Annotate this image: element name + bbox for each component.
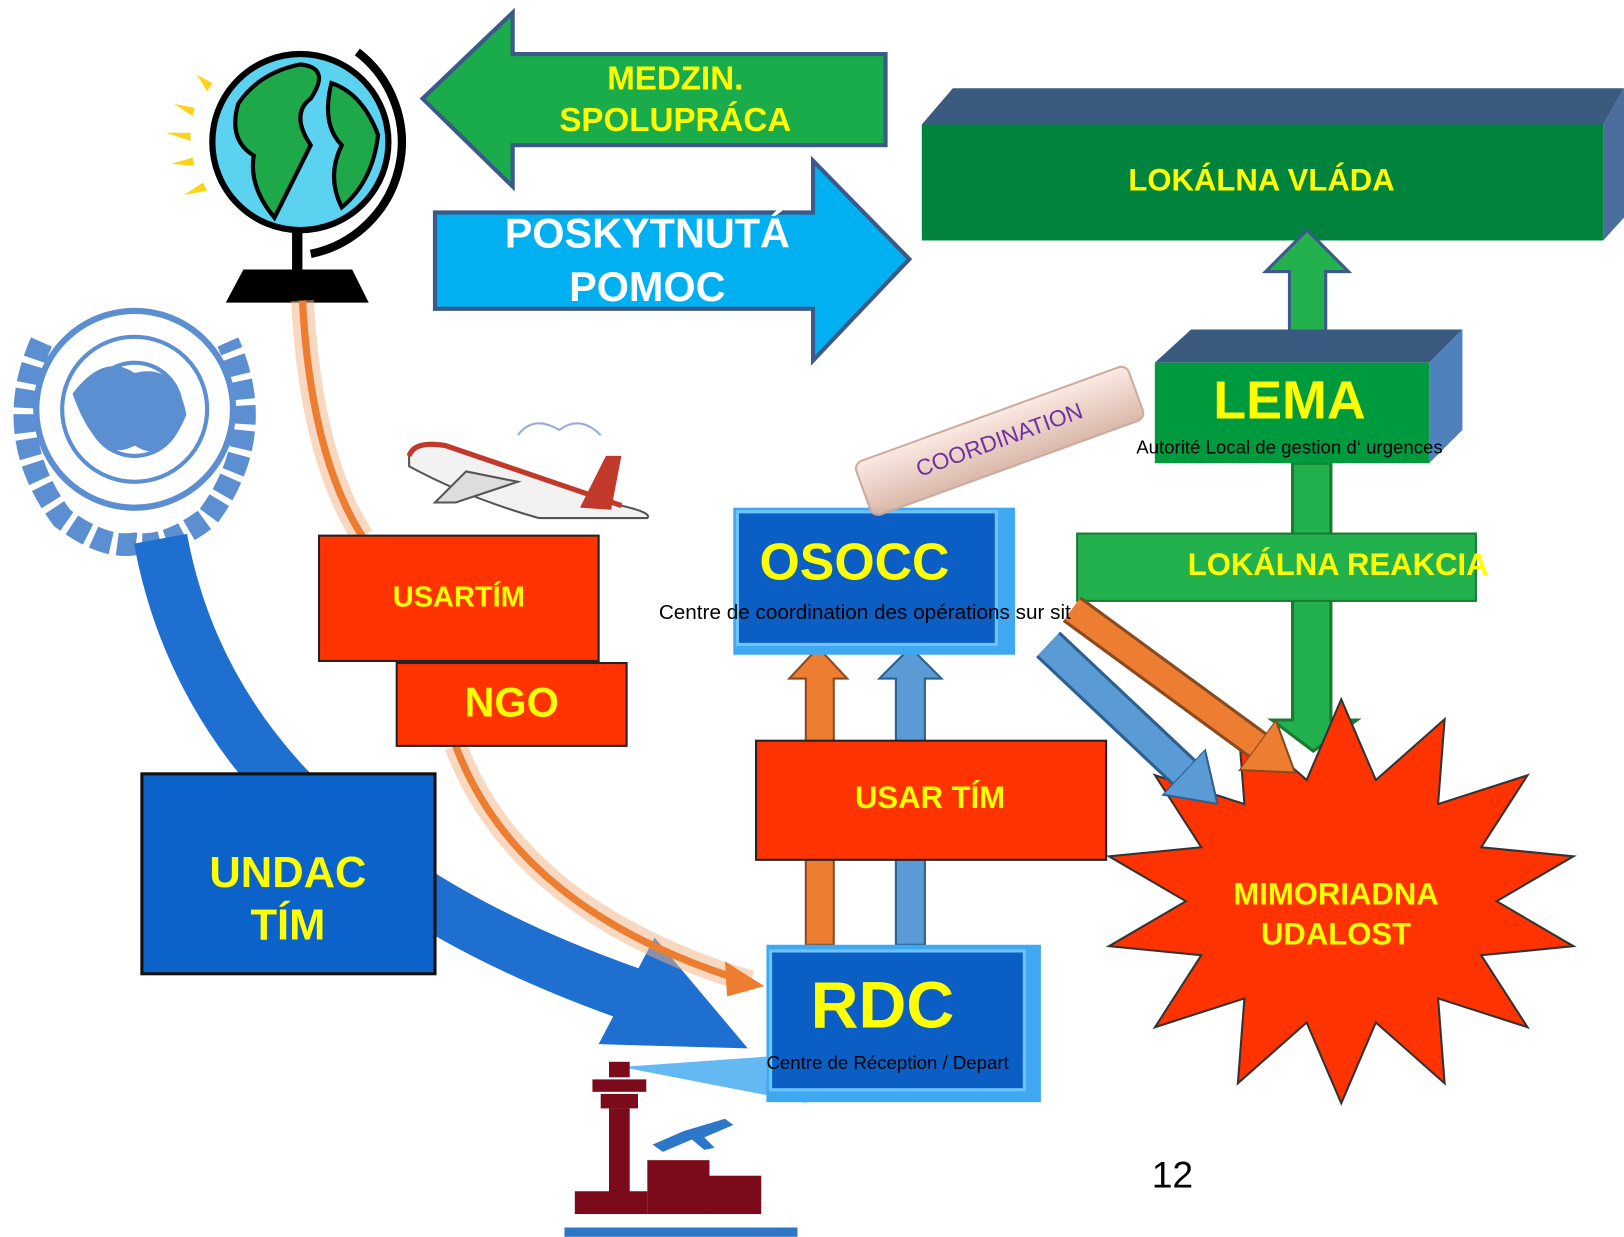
usartim-label: USARTÍM (393, 579, 525, 613)
cooperation-arrow (423, 13, 886, 187)
osocc-title: OSOCC (760, 532, 950, 590)
lema-subtitle: Autorité Local de gestion d‘ urgences (1136, 437, 1442, 458)
cooperation-label: SPOLUPRÁCA (559, 101, 791, 139)
up-arrow (1266, 230, 1349, 337)
airplane-icon (409, 423, 648, 518)
rdc-subtitle: Centre de Réception / Depart (766, 1052, 1009, 1073)
undac-label: UNDAC (209, 849, 366, 897)
aid-label: POMOC (569, 264, 725, 310)
event-label: UDALOST (1261, 917, 1411, 952)
usar-team-label: USAR TÍM (855, 780, 1005, 815)
local-response-label: LOKÁLNA REAKCIA (1188, 547, 1489, 582)
osocc-subtitle: Centre de coordination des opérations su… (659, 601, 1071, 624)
diagram: MEDZIN. SPOLUPRÁCA POSKYTNUTÁ POMOC LOKÁ… (0, 0, 1624, 1237)
rdc-title: RDC (811, 969, 955, 1043)
page: MEDZIN. SPOLUPRÁCA POSKYTNUTÁ POMOC LOKÁ… (0, 0, 1624, 1237)
page-number: 12 (1152, 1154, 1193, 1196)
ngo-label: NGO (464, 679, 558, 725)
local-government-label: LOKÁLNA VLÁDA (1128, 163, 1394, 198)
event-label: MIMORIADNA (1233, 876, 1438, 911)
aid-arrow (435, 161, 909, 361)
aid-label: POSKYTNUTÁ (505, 210, 790, 256)
globe-icon (166, 52, 402, 303)
undac-label: TÍM (250, 900, 325, 950)
coordination-bar: COORDINATION (854, 364, 1146, 517)
cooperation-label: MEDZIN. (607, 61, 743, 98)
un-emblem (25, 311, 245, 545)
lema-title: LEMA (1213, 370, 1366, 430)
